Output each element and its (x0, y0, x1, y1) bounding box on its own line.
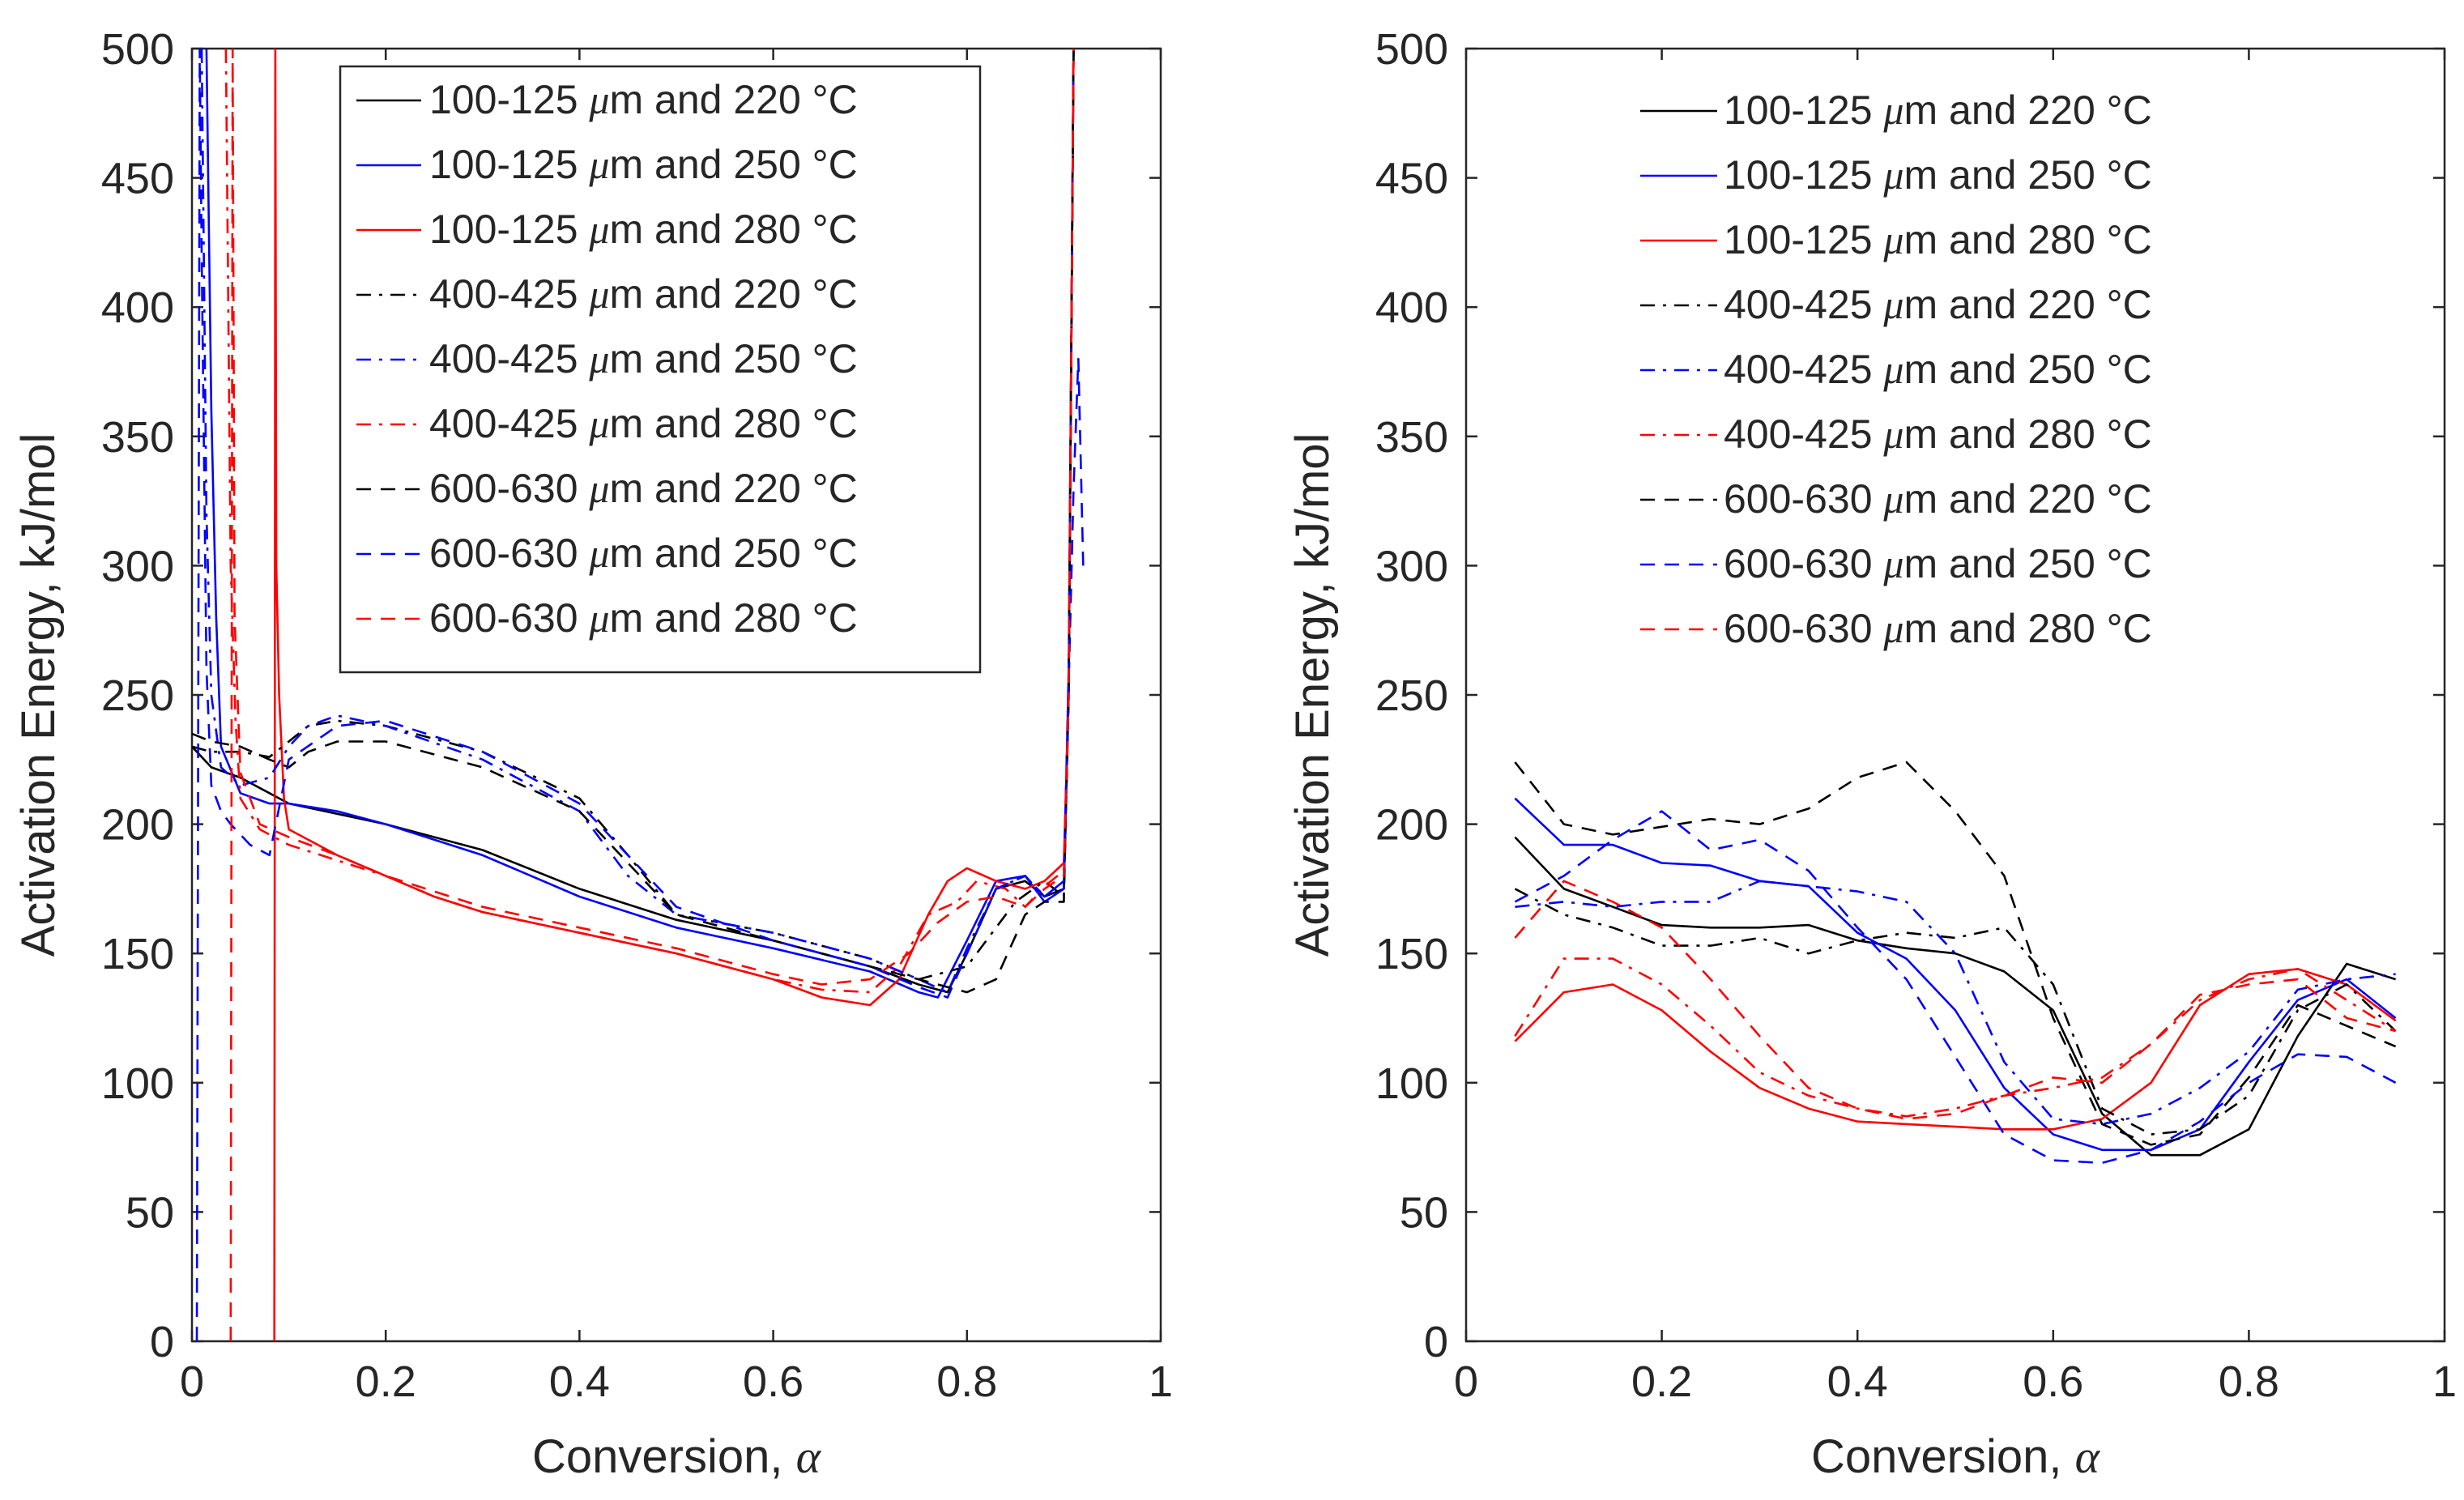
legend: 100-125 μm and 220 °C 100-125 μm and 250 … (1640, 87, 2152, 651)
y-tick-label: 200 (1375, 801, 1448, 850)
x-tick-label: 0 (1454, 1357, 1478, 1406)
legend-entry-label: 400-425 μm and 220 °C (429, 271, 858, 317)
chart-panel-right: 0 0.2 0.4 0.6 0.8 1 0 50 100 150 200 250 300 350 400 45… (1286, 25, 2457, 1483)
x-tick-label: 0.8 (936, 1357, 997, 1406)
x-tick-label: 0.2 (356, 1357, 416, 1406)
series-line-8 (1514, 810, 2397, 1165)
legend-entry-label: 100-125 μm and 280 °C (429, 207, 858, 252)
series-line-5 (1515, 880, 2396, 1126)
x-tick-label: 1 (2432, 1357, 2457, 1406)
series-line-6 (1514, 957, 2397, 1118)
chart-panel-left: 0 0.2 0.4 0.6 0.8 1 0 50 100 150 200 250 300 350 400 45… (12, 25, 1173, 1483)
legend-entry-label: 100-125 μm and 250 °C (429, 142, 858, 187)
legend-entry-label: 100-125 μm and 250 °C (1724, 152, 2152, 198)
series-line-8 (195, 49, 1085, 1341)
y-tick-label: 350 (1375, 413, 1448, 462)
x-tick-label: 0.4 (549, 1357, 610, 1406)
y-tick-label: 50 (126, 1188, 174, 1237)
series-line-2 (1514, 797, 2397, 1152)
y-tick-label: 150 (101, 930, 174, 978)
legend-entry-label: 400-425 μm and 280 °C (429, 401, 858, 446)
y-tick-label: 500 (101, 25, 174, 74)
legend-entry-label: 600-630 μm and 280 °C (1724, 606, 2152, 651)
y-tick-label: 200 (101, 801, 174, 850)
x-tick-label: 0.6 (743, 1357, 804, 1406)
y-tick-label: 500 (1375, 25, 1448, 74)
y-tick-label: 50 (1400, 1188, 1448, 1237)
x-tick-label: 0 (180, 1357, 204, 1406)
x-tick-label: 0.2 (1631, 1357, 1692, 1406)
y-tick-label: 250 (1375, 671, 1448, 720)
y-tick-label: 300 (1375, 542, 1448, 590)
series-line-7 (1514, 761, 2397, 1146)
x-tick-label: 1 (1149, 1357, 1173, 1406)
y-axis-label: Activation Energy, kJ/mol (1286, 433, 1339, 957)
y-tick-label: 100 (1375, 1059, 1448, 1108)
series-line-1 (1514, 836, 2396, 1157)
series-line-9 (1514, 880, 2396, 1120)
legend-entry-label: 400-425 μm and 220 °C (1724, 282, 2152, 327)
legend-entry-label: 600-630 μm and 250 °C (429, 531, 858, 576)
x-axis-label: Conversion, α (532, 1430, 822, 1483)
y-tick-label: 450 (101, 155, 174, 203)
y-tick-label: 350 (101, 413, 174, 462)
legend-entry-label: 100-125 μm and 220 °C (1724, 87, 2152, 133)
legend-entry-label: 600-630 μm and 220 °C (1724, 476, 2152, 522)
y-tick-label: 150 (1375, 930, 1448, 978)
x-tick-label: 0.6 (2023, 1357, 2083, 1406)
x-tick-label: 0.4 (1827, 1357, 1888, 1406)
legend-box (339, 65, 982, 674)
series-line-3 (1514, 968, 2397, 1131)
series-lines (1514, 761, 2397, 1165)
legend-entry-label: 600-630 μm and 250 °C (1724, 541, 2152, 586)
series-line-3 (273, 49, 1075, 1341)
y-axis-label: Activation Energy, kJ/mol (12, 433, 65, 957)
series-line-2 (205, 49, 1075, 999)
y-tick-label: 450 (1375, 155, 1448, 203)
legend-entry-label: 400-425 μm and 280 °C (1724, 411, 2152, 457)
series-lines (192, 49, 1085, 1341)
y-tick-label: 100 (101, 1059, 174, 1108)
legend-entry-label: 100-125 μm and 280 °C (1724, 217, 2152, 262)
x-axis-label: Conversion, α (1811, 1430, 2101, 1483)
series-line-9 (229, 49, 1075, 1341)
y-tick-label: 0 (150, 1318, 174, 1366)
y-tick-label: 250 (101, 671, 174, 720)
legend-entry-label: 600-630 μm and 280 °C (429, 595, 858, 641)
series-line-7 (192, 49, 1075, 994)
y-tick-label: 400 (101, 283, 174, 332)
legend: 100-125 μm and 220 °C 100-125 μm and 250 … (339, 65, 982, 674)
y-tick-label: 300 (101, 542, 174, 590)
legend-entry-label: 600-630 μm and 220 °C (429, 466, 858, 511)
x-tick-label: 0.8 (2219, 1357, 2279, 1406)
y-tick-label: 0 (1424, 1318, 1448, 1366)
y-tick-label: 400 (1375, 283, 1448, 332)
legend-entry-label: 100-125 μm and 220 °C (429, 77, 858, 122)
legend-entry-label: 400-425 μm and 250 °C (429, 336, 858, 381)
legend-entry-label: 400-425 μm and 250 °C (1724, 347, 2152, 392)
